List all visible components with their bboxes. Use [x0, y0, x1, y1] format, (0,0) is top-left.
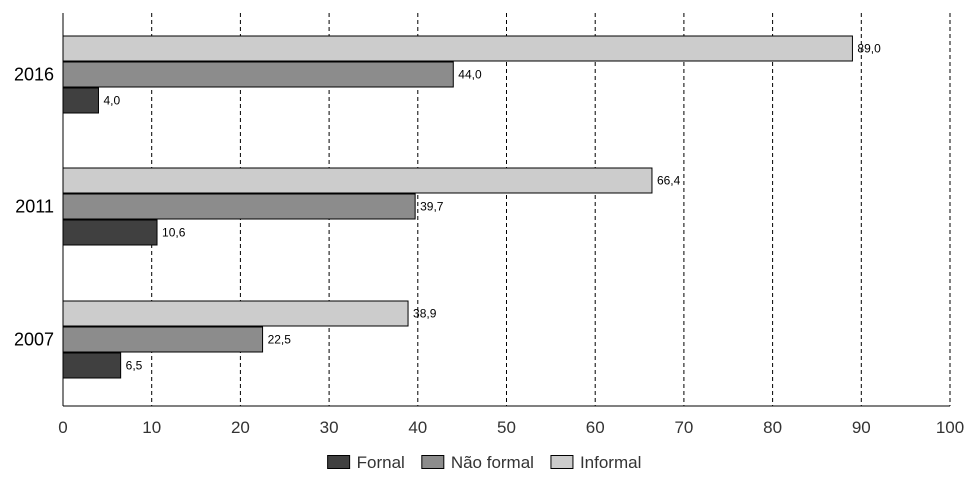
legend-swatch-n-o-formal — [421, 455, 445, 469]
legend-label-n-o-formal: Não formal — [451, 453, 534, 472]
bar-2007-fornal — [62, 352, 122, 379]
x-tick-label-0: 0 — [58, 418, 67, 437]
data-label-2016-n-o-formal: 44,0 — [458, 68, 482, 82]
legend: Fornal Não formal Informal — [327, 453, 641, 472]
x-tick-label-80: 80 — [763, 418, 782, 437]
x-tick-label-40: 40 — [408, 418, 427, 437]
bar-2011-informal — [62, 167, 653, 194]
x-tick-label-100: 100 — [936, 418, 964, 437]
bar-2016-informal — [62, 35, 853, 62]
bar-2011-fornal — [62, 219, 158, 246]
category-label-2007: 2007 — [14, 330, 54, 350]
legend-label-fornal: Fornal — [357, 453, 405, 472]
data-label-2007-fornal: 6,5 — [126, 359, 143, 373]
legend-swatch-fornal — [327, 455, 351, 469]
bars — [62, 35, 853, 379]
bar-2011-n-o-formal — [62, 193, 416, 220]
bar-2016-fornal — [62, 87, 99, 114]
x-tick-label-50: 50 — [497, 418, 516, 437]
legend-swatch-informal — [550, 455, 574, 469]
category-label-2011: 2011 — [15, 197, 54, 217]
data-label-2011-informal: 66,4 — [657, 174, 681, 188]
data-label-2016-fornal: 4,0 — [103, 94, 120, 108]
x-tick-label-30: 30 — [320, 418, 339, 437]
data-label-2007-n-o-formal: 22,5 — [268, 333, 292, 347]
x-tick-label-20: 20 — [231, 418, 250, 437]
data-label-2011-n-o-formal: 39,7 — [420, 200, 444, 214]
bar-2016-n-o-formal — [62, 61, 454, 88]
bar-2007-n-o-formal — [62, 326, 264, 353]
x-tick-label-10: 10 — [142, 418, 161, 437]
axes: 2016 2011 2007 0 10 20 30 40 50 60 70 80 90 100 — [14, 13, 964, 437]
category-label-2016: 2016 — [14, 65, 54, 85]
bar-2007-informal — [62, 300, 409, 327]
x-tick-label-90: 90 — [852, 418, 871, 437]
data-label-2016-informal: 89,0 — [857, 42, 881, 56]
data-label-2011-fornal: 10,6 — [162, 226, 186, 240]
data-labels: 89,0 44,0 4,0 66,4 39,7 10,6 38,9 22,5 6,5 — [103, 42, 881, 373]
x-tick-label-70: 70 — [674, 418, 693, 437]
legend-label-informal: Informal — [580, 453, 641, 472]
x-tick-label-60: 60 — [586, 418, 605, 437]
data-label-2007-informal: 38,9 — [413, 307, 437, 321]
